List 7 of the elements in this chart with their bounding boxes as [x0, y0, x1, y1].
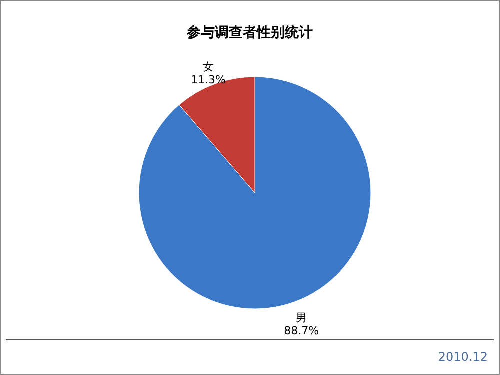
- data-label: 88.7%: [284, 324, 320, 338]
- pie-slice: [138, 76, 372, 310]
- slice-label: 女: [202, 60, 214, 74]
- slice-label: 男: [296, 312, 308, 325]
- chart-title: 参与调查者性别统计: [186, 24, 313, 41]
- data-label: 11.3%: [190, 73, 226, 86]
- text: 2010.12: [438, 350, 488, 364]
